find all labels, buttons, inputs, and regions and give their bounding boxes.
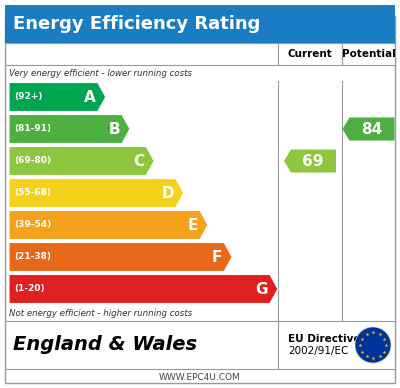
Text: (39-54): (39-54) — [14, 220, 51, 229]
Polygon shape — [9, 83, 106, 111]
Text: WWW.EPC4U.COM: WWW.EPC4U.COM — [159, 372, 241, 381]
Text: D: D — [161, 185, 174, 201]
Text: A: A — [84, 90, 96, 104]
Text: Very energy efficient - lower running costs: Very energy efficient - lower running co… — [9, 69, 192, 78]
Text: (21-38): (21-38) — [14, 253, 51, 262]
Text: 2002/91/EC: 2002/91/EC — [288, 346, 348, 356]
Polygon shape — [9, 114, 130, 144]
Text: Potential: Potential — [342, 49, 395, 59]
Text: 69: 69 — [302, 154, 324, 168]
Text: Not energy efficient - higher running costs: Not energy efficient - higher running co… — [9, 308, 192, 317]
Text: E: E — [188, 218, 198, 232]
Text: B: B — [108, 121, 120, 137]
Text: Energy Efficiency Rating: Energy Efficiency Rating — [13, 15, 260, 33]
Polygon shape — [9, 274, 278, 303]
Polygon shape — [9, 242, 232, 272]
Text: (81-91): (81-91) — [14, 125, 51, 133]
Polygon shape — [342, 118, 394, 140]
Text: 84: 84 — [361, 121, 382, 137]
Polygon shape — [9, 178, 184, 208]
Polygon shape — [284, 149, 336, 173]
Bar — [5, 5, 395, 43]
Polygon shape — [9, 211, 208, 239]
Text: Current: Current — [288, 49, 332, 59]
Text: (55-68): (55-68) — [14, 189, 51, 197]
Text: (1-20): (1-20) — [14, 284, 45, 293]
Text: EU Directive: EU Directive — [288, 334, 360, 344]
Text: England & Wales: England & Wales — [13, 336, 197, 355]
Text: C: C — [133, 154, 144, 168]
Polygon shape — [9, 147, 154, 175]
Text: F: F — [212, 249, 222, 265]
Text: G: G — [256, 282, 268, 296]
Text: (92+): (92+) — [14, 92, 42, 102]
Circle shape — [355, 327, 391, 363]
Text: (69-80): (69-80) — [14, 156, 51, 166]
